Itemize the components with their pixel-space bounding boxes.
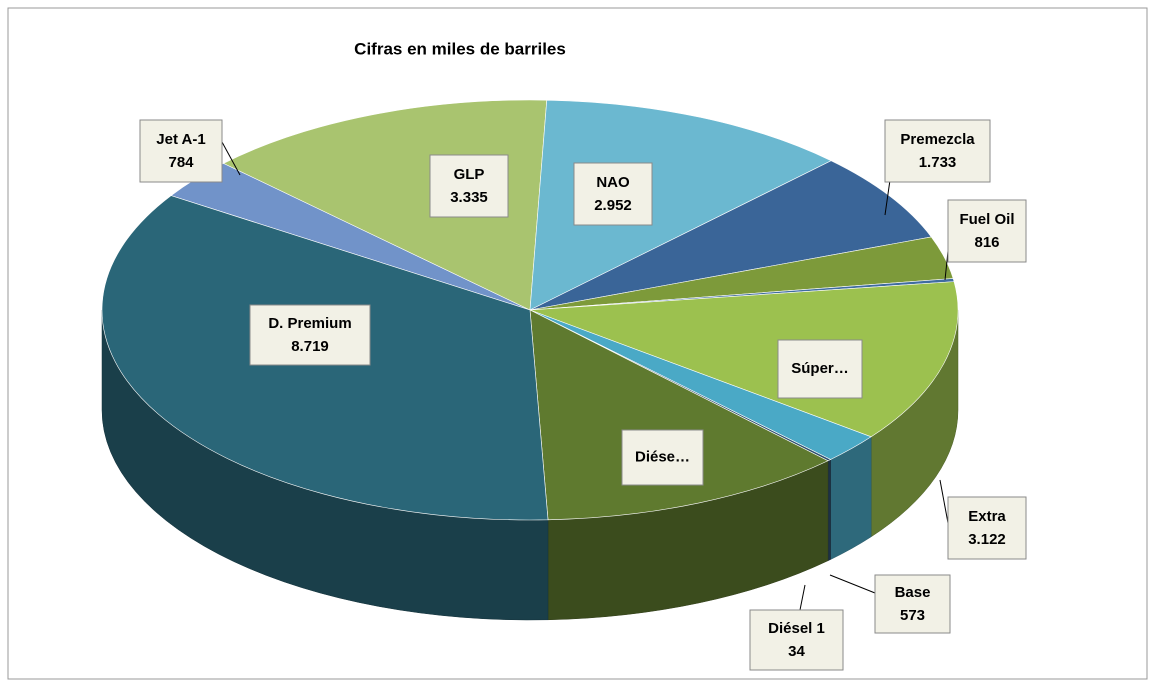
label-box [947, 199, 1027, 263]
label-box [874, 574, 951, 634]
leader-line [939, 479, 949, 524]
slice-side [827, 459, 831, 562]
value-label: 2.952 [594, 197, 632, 214]
value-label: 3.335 [450, 189, 488, 206]
label-box [249, 304, 371, 366]
label-box [749, 609, 844, 671]
label-box [573, 162, 653, 226]
label-box [947, 496, 1027, 560]
value-label: 3.122 [968, 531, 1006, 548]
category-label: Fuel Oil [959, 211, 1014, 228]
leader-line [884, 179, 891, 216]
category-label: Jet A-1 [156, 131, 205, 148]
value-label: 816 [974, 234, 999, 251]
label-box [777, 339, 863, 399]
label-box [139, 119, 223, 183]
value-label: 784 [168, 154, 194, 171]
leader-line [221, 141, 241, 176]
slice [529, 309, 829, 521]
value-label: 1.733 [919, 154, 957, 171]
label-box [621, 429, 704, 486]
category-label: Súper… [791, 360, 849, 377]
category-label: Diésel 1 [768, 620, 825, 637]
leader-line [799, 584, 806, 611]
chart-title: Cifras en miles de barriles [354, 39, 566, 58]
category-label: GLP [454, 166, 485, 183]
category-label: Diése… [635, 448, 690, 465]
value-label: 8.719 [291, 338, 329, 355]
category-label: NAO [596, 174, 630, 191]
data-labels: Jet A-1 784 GLP 3.335 NAO 2.952 Premezcla 1.733… [139, 119, 1027, 671]
pie-tops [101, 99, 959, 521]
slice [529, 99, 832, 311]
leader-line [829, 574, 881, 596]
category-label: Extra [968, 508, 1006, 525]
label-box [884, 119, 991, 183]
label-box [429, 154, 509, 218]
slice [529, 160, 932, 311]
category-label: Base [895, 584, 931, 601]
category-label: D. Premium [268, 315, 351, 332]
category-label: Premezcla [900, 131, 975, 148]
value-label: 34 [788, 643, 805, 660]
slice [222, 99, 548, 311]
value-label: 573 [900, 607, 925, 624]
